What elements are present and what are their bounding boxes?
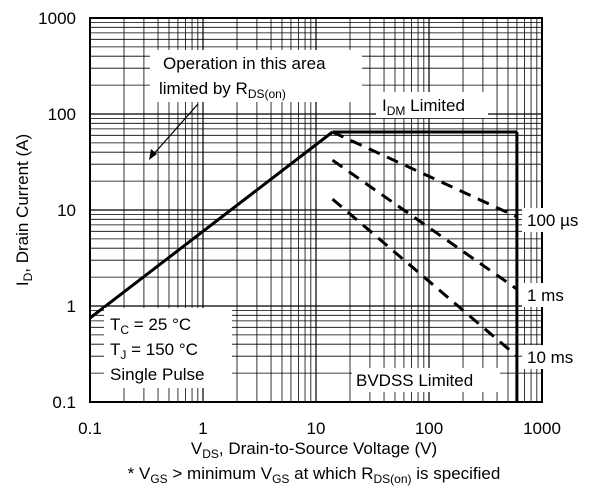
operation-arrow xyxy=(151,103,199,157)
x-tick-label: 1 xyxy=(198,419,207,438)
x-tick-label: 0.1 xyxy=(78,419,102,438)
y-tick-label: 1 xyxy=(67,297,76,316)
y-tick-label: 100 xyxy=(48,105,76,124)
tj-label: TJ = 150 °C xyxy=(110,340,198,362)
conditions-box xyxy=(104,308,232,388)
x-axis-title: VDS, Drain-to-Source Voltage (V) xyxy=(191,439,437,461)
label-10ms: 10 ms xyxy=(527,348,573,367)
single-pulse-label: Single Pulse xyxy=(110,365,205,384)
idm-limited-label: IDM Limited xyxy=(382,96,465,118)
idm-label-box xyxy=(376,92,488,118)
operation-annotation-line2: limited by RDS(on) xyxy=(159,79,286,101)
operation-annotation-line1: Operation in this area xyxy=(163,54,326,73)
bvdss-label-box xyxy=(352,368,500,392)
y-axis-title: ID, Drain Current (A) xyxy=(13,134,35,286)
tick-labels: 0.1 1 10 100 1000 0.1 1 10 100 1000 xyxy=(38,9,561,438)
series-line-100-us xyxy=(331,130,518,219)
label-1ms-box xyxy=(522,283,572,307)
operation-arrowhead xyxy=(149,149,157,160)
x-tick-label: 10 xyxy=(307,419,326,438)
footnote: * VGS > minimum VGS at which RDS(on) is … xyxy=(128,464,501,486)
tc-label: TC = 25 °C xyxy=(110,315,191,337)
label-1ms: 1 ms xyxy=(527,286,564,305)
x-tick-label: 100 xyxy=(415,419,443,438)
series-lines xyxy=(89,130,519,402)
label-10ms-box xyxy=(522,345,578,369)
y-tick-label: 0.1 xyxy=(52,393,76,412)
series-line-10-ms xyxy=(331,197,518,358)
label-100us-box xyxy=(522,208,586,232)
x-tick-label: 1000 xyxy=(523,419,561,438)
operation-annotation-box xyxy=(150,50,362,102)
y-tick-label: 10 xyxy=(57,201,76,220)
y-tick-label: 1000 xyxy=(38,9,76,28)
boundary-line-0 xyxy=(89,130,334,320)
bvdss-limited-label: BVDSS Limited xyxy=(356,371,473,390)
label-100us: 100 µs xyxy=(527,211,578,230)
series-line-1-ms xyxy=(331,158,518,291)
